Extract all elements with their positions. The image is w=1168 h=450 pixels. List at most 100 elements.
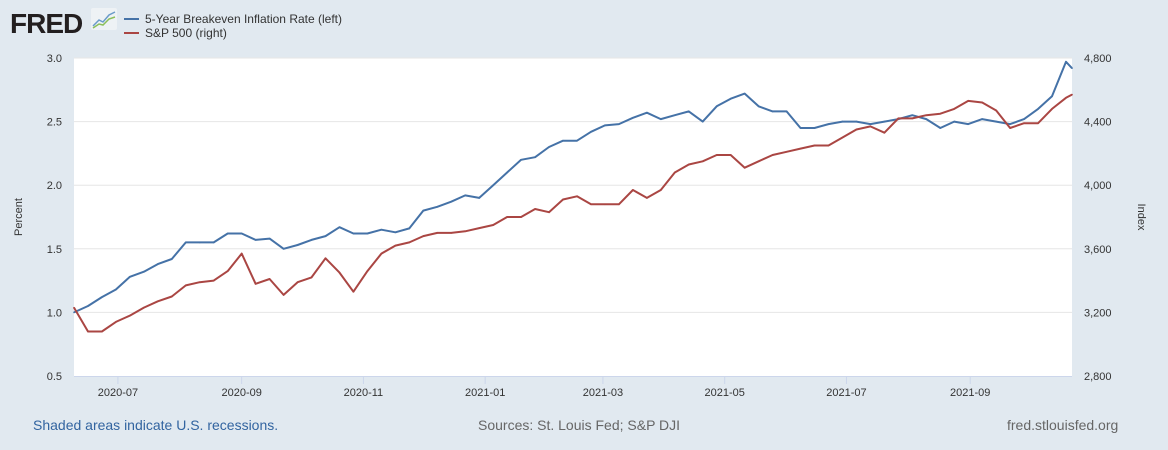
plot-area (74, 58, 1072, 376)
breakeven-point (282, 248, 285, 250)
sp500-point (785, 151, 788, 153)
breakeven-point (408, 227, 411, 230)
site-link[interactable]: fred.stlouisfed.org (1007, 417, 1119, 433)
breakeven-point (436, 206, 439, 208)
sp500-point (1065, 96, 1067, 99)
breakeven-point (743, 92, 746, 95)
sp500-point (338, 271, 341, 274)
breakeven-point (464, 194, 467, 197)
breakeven-point (1051, 95, 1053, 97)
breakeven-point (366, 232, 369, 235)
breakeven-point (925, 118, 928, 120)
recession-note-link[interactable]: Shaded areas indicate U.S. recessions. (33, 417, 279, 433)
x-tick-label: 2021-05 (705, 387, 745, 399)
sp500-point (576, 195, 578, 198)
right-tick-label: 4,400 (1084, 117, 1112, 129)
breakeven-point (771, 110, 774, 113)
breakeven-point (576, 139, 578, 142)
breakeven-point (939, 127, 942, 129)
sp500-point (268, 278, 271, 280)
breakeven-point (534, 156, 536, 159)
sp500-point (618, 203, 620, 206)
sp500-point (366, 270, 369, 272)
breakeven-point (855, 120, 858, 123)
breakeven-point (1009, 123, 1011, 125)
breakeven-point (562, 139, 564, 142)
sp500-point (212, 279, 215, 282)
sp500-point (198, 281, 201, 283)
x-tick-label: 2021-09 (950, 387, 990, 399)
breakeven-point (492, 184, 494, 186)
legend-swatch (124, 32, 139, 34)
sp500-point (408, 241, 411, 244)
breakeven-point (1037, 108, 1039, 110)
sp500-point (282, 294, 285, 296)
sp500-point (184, 284, 187, 287)
breakeven-point (352, 232, 355, 235)
breakeven-point (632, 116, 634, 119)
sp500-point (855, 128, 858, 131)
sp500-point (911, 117, 914, 120)
sp500-point (240, 252, 243, 255)
breakeven-point (995, 120, 997, 123)
sp500-point (883, 131, 886, 134)
breakeven-point (324, 235, 327, 237)
breakeven-point (380, 228, 383, 231)
breakeven-point (883, 120, 886, 123)
sp500-point (171, 295, 173, 298)
breakeven-point (296, 244, 299, 246)
breakeven-point (869, 123, 872, 125)
sp500-point (813, 144, 816, 147)
sp500-point (743, 166, 746, 169)
sources-text: Sources: St. Louis Fed; S&P DJI (478, 417, 681, 433)
sp500-point (394, 244, 397, 247)
sp500-point (562, 198, 564, 201)
left-tick-label: 0.5 (47, 371, 62, 383)
fred-logo[interactable]: FRED (10, 8, 118, 40)
breakeven-point (115, 288, 117, 291)
breakeven-point (198, 241, 201, 244)
sp500-point (1051, 108, 1053, 110)
sp500-point (632, 189, 634, 191)
sp500-point (1023, 122, 1025, 124)
sp500-point (143, 306, 145, 309)
sp500-point (115, 321, 117, 323)
left-tick-label: 2.0 (47, 180, 62, 192)
left-tick-label: 1.0 (47, 307, 62, 319)
sp500-point (757, 160, 760, 163)
breakeven-point (143, 270, 145, 273)
breakeven-point (548, 146, 550, 148)
sp500-point (799, 147, 802, 150)
breakeven-point (785, 110, 788, 113)
breakeven-point (604, 124, 606, 127)
breakeven-point (1023, 118, 1025, 120)
sp500-point (590, 203, 592, 206)
breakeven-point (967, 123, 970, 125)
sp500-point (492, 224, 494, 226)
sp500-point (296, 281, 299, 283)
x-tick-label: 2021-07 (826, 387, 866, 399)
breakeven-point (1071, 67, 1073, 69)
breakeven-point (338, 226, 341, 228)
breakeven-point (673, 114, 676, 117)
x-tick-label: 2020-09 (221, 387, 261, 399)
sp500-point (450, 232, 453, 234)
legend-item-sp500[interactable]: S&P 500 (right) (124, 26, 342, 40)
breakeven-point (101, 296, 103, 298)
breakeven-point (687, 110, 690, 113)
x-tick-label: 2021-01 (465, 387, 505, 399)
logo-text: FRED (10, 8, 83, 39)
breakeven-point (422, 209, 425, 212)
right-axis-label: Index (1135, 204, 1147, 231)
legend-item-breakeven[interactable]: 5-Year Breakeven Inflation Rate (left) (124, 12, 342, 26)
legend-label: S&P 500 (right) (145, 26, 227, 40)
sp500-point (310, 276, 313, 279)
sp500-point (506, 216, 508, 218)
left-tick-label: 1.5 (47, 244, 62, 256)
breakeven-point (240, 232, 243, 235)
breakeven-point (953, 120, 956, 123)
legend-swatch (124, 18, 139, 20)
left-axis-label: Percent (13, 198, 25, 236)
